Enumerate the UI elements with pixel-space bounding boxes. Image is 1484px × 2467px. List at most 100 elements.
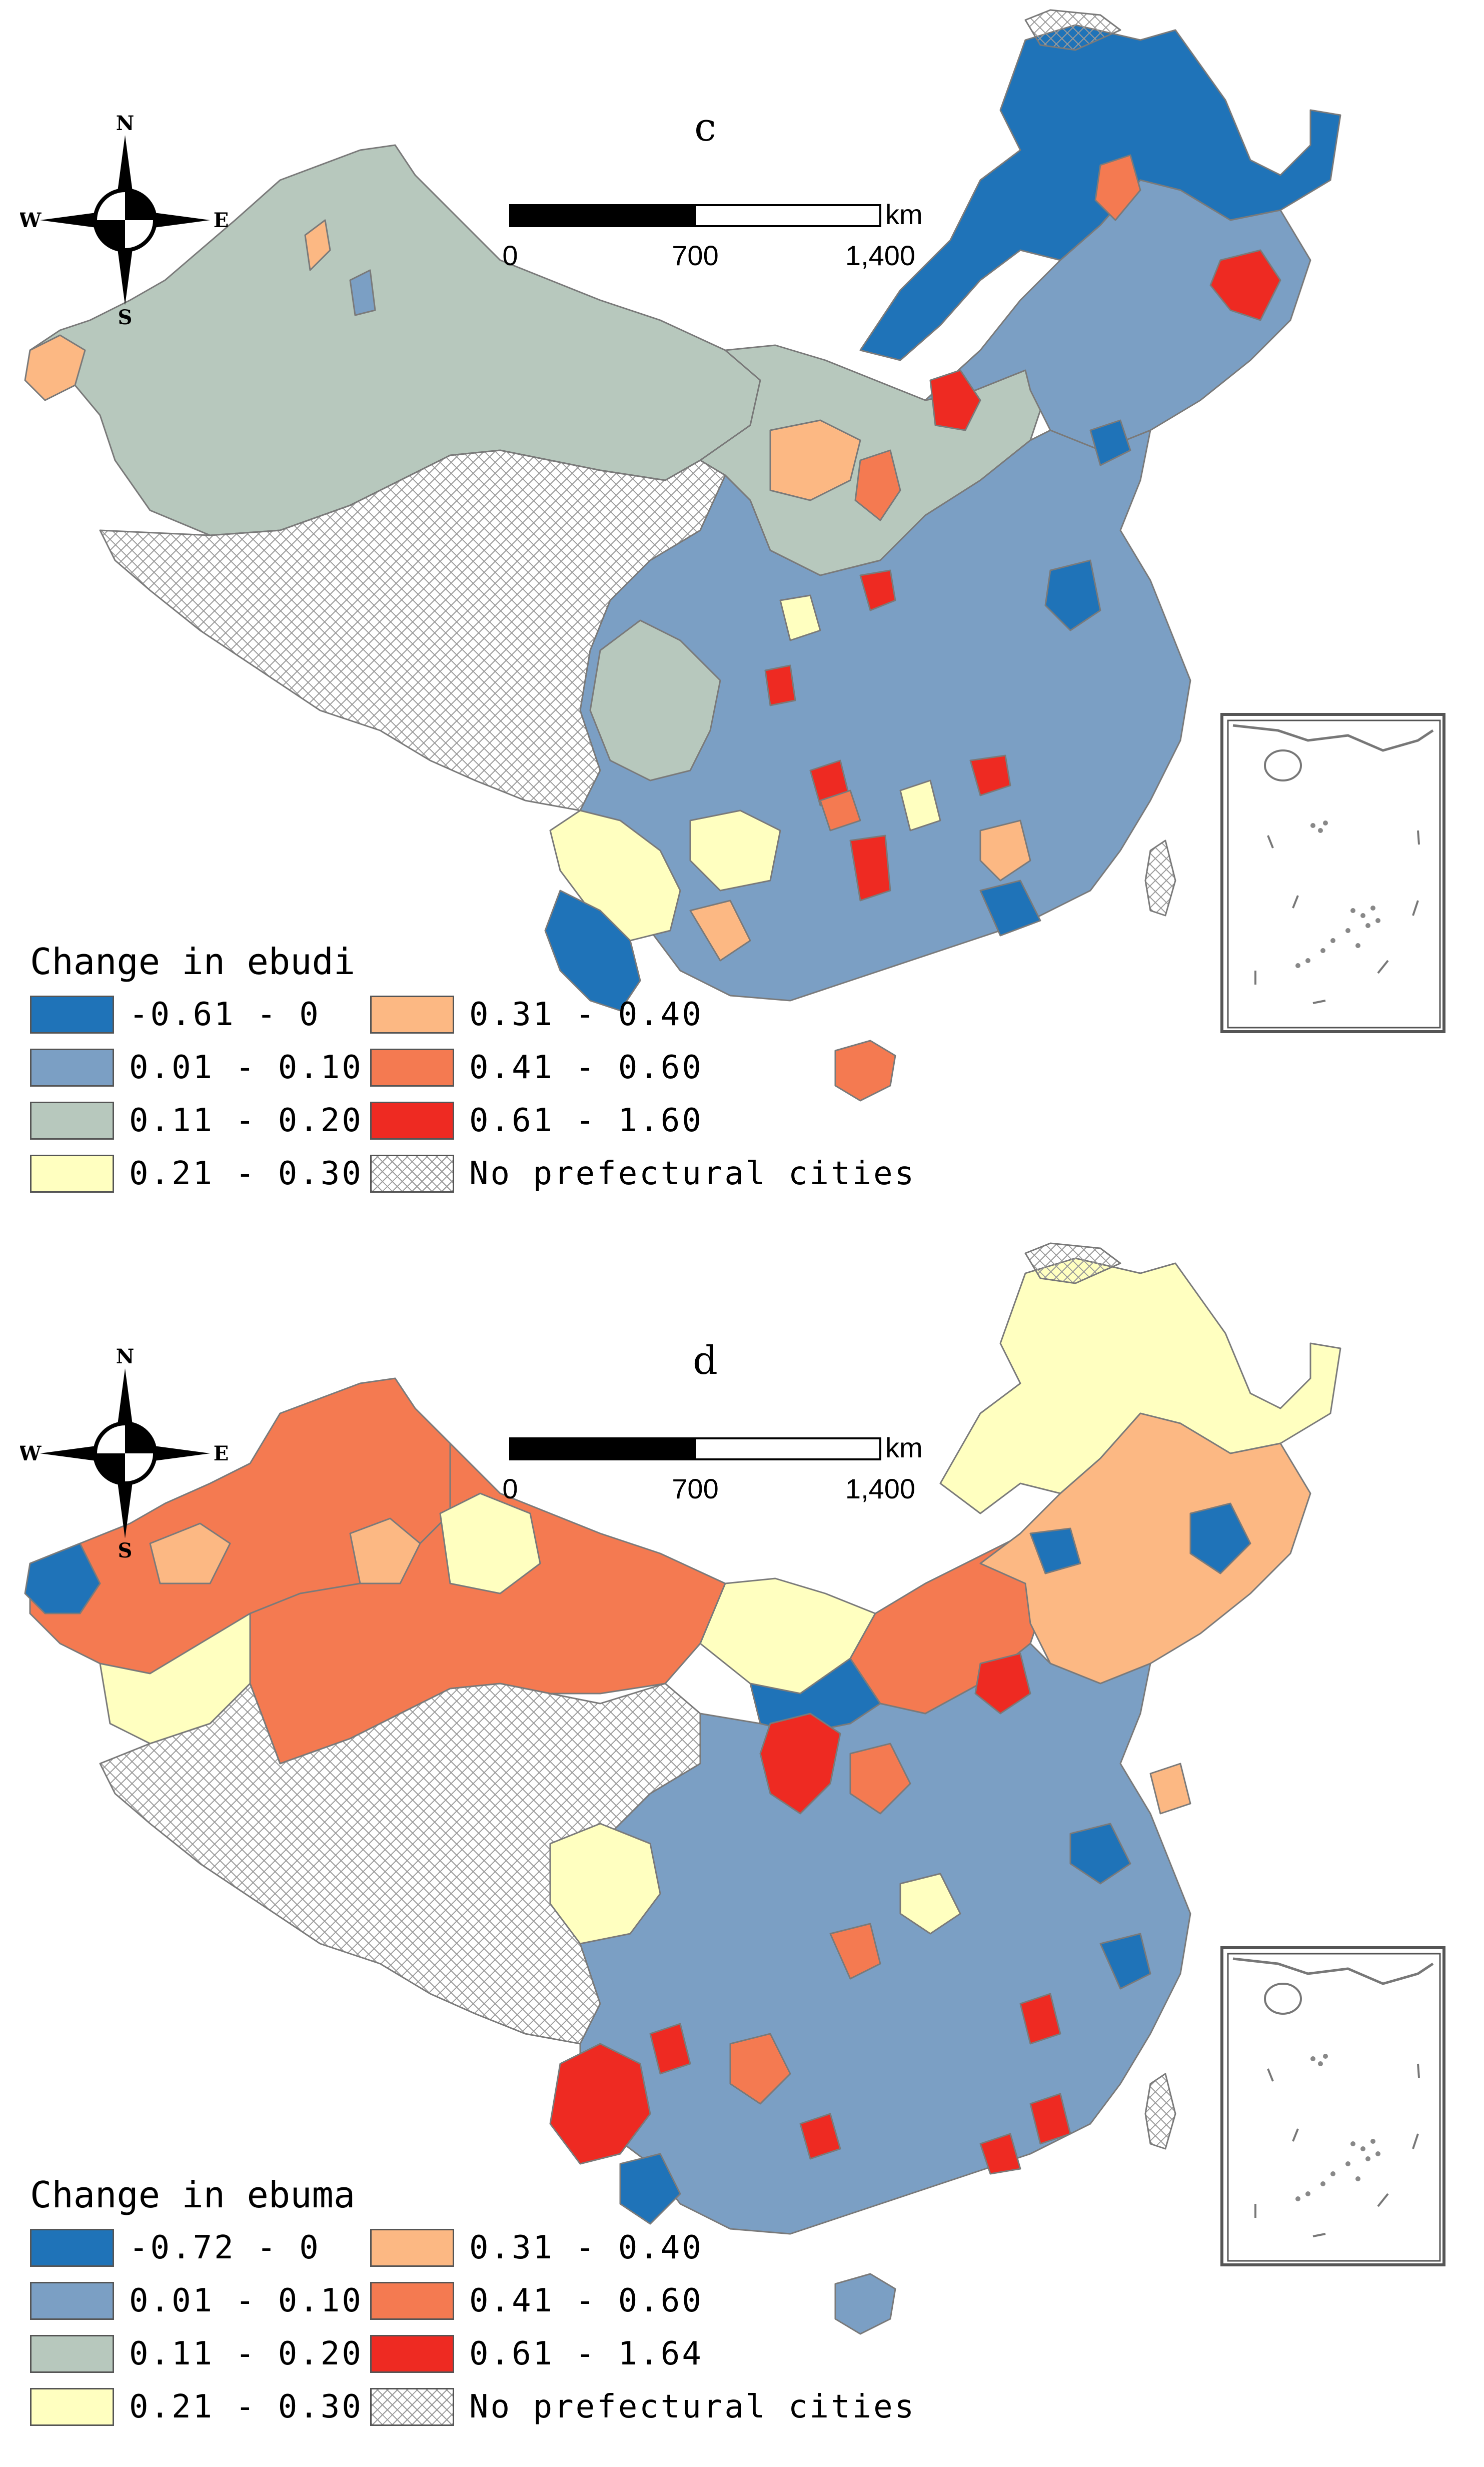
legend-swatch	[370, 2335, 454, 2373]
region-red-ordos	[759, 1713, 841, 1815]
legend-item: 0.61 - 1.60	[370, 1102, 920, 1140]
legend-item: 0.21 - 0.30	[30, 2388, 370, 2426]
map-panel-d: d N S W E km 0 700 1,400	[0, 1233, 1484, 2466]
legend-grid: -0.61 - 0 0.31 - 0.40 0.01 - 0.10 0.41 - 0.…	[30, 996, 920, 1193]
legend-swatch	[30, 1155, 114, 1193]
legend-label: -0.72 - 0	[129, 2229, 321, 2266]
region-north-cap	[1024, 9, 1121, 51]
panel-letter: c	[694, 105, 716, 150]
region-red-yunnan-2	[649, 2023, 691, 2075]
legend-label: No prefectural cities	[469, 1155, 916, 1192]
legend-label: 0.21 - 0.30	[129, 1155, 363, 1192]
region-yellow-central	[899, 1873, 961, 1935]
legend-title: Change in ebuma	[30, 2174, 356, 2216]
region-orange-guangxi	[689, 900, 751, 962]
legend-label: 0.41 - 0.60	[469, 2282, 703, 2319]
compass-e-label: E	[214, 1442, 229, 1465]
region-red-jiangxi	[1019, 1993, 1061, 2045]
region-red-shanxi	[859, 569, 896, 611]
compass-icon: N S W E	[20, 1348, 229, 1558]
legend-c: Change in ebudi -0.61 - 0 0.31 - 0.40 0.01…	[30, 941, 920, 1193]
region-heilongjiang-red	[1209, 249, 1281, 321]
region-blue-guangdong	[979, 880, 1041, 937]
scale-unit: km	[885, 1432, 923, 1463]
legend-swatch	[30, 2335, 114, 2373]
region-red-guangdong	[979, 2133, 1021, 2175]
region-northeast-mix	[979, 1412, 1311, 1685]
legend-label: 0.31 - 0.40	[469, 2229, 703, 2266]
compass-n-label: N	[116, 1348, 135, 1368]
panel-letter: d	[693, 1338, 718, 1383]
scale-tick-1: 700	[672, 1473, 718, 1504]
legend-item: 0.01 - 0.10	[30, 1049, 370, 1087]
region-orange-shanxi	[849, 1743, 911, 1815]
legend-item: 0.31 - 0.40	[370, 2229, 920, 2267]
legend-swatch	[30, 996, 114, 1034]
compass-w-label: W	[20, 209, 42, 232]
region-north-orange	[304, 219, 331, 271]
region-west-peach	[149, 1522, 231, 1584]
legend-label: 0.41 - 0.60	[469, 1049, 703, 1086]
region-yellow-sichuan	[549, 1823, 661, 1945]
region-red-shaanxi	[764, 664, 796, 706]
legend-item: 0.11 - 0.20	[30, 1102, 370, 1140]
region-orange-central	[829, 1923, 881, 1980]
map-panel-c: c N S W E km 0 700 1,400	[0, 0, 1484, 1233]
region-peach-east	[1149, 1763, 1191, 1815]
region-red-hunan	[799, 2113, 841, 2160]
legend-label: 0.21 - 0.30	[129, 2388, 363, 2425]
choropleth-map-d	[24, 1242, 1341, 2335]
legend-swatch	[370, 2282, 454, 2320]
legend-label: 0.61 - 1.64	[469, 2335, 703, 2372]
compass-s-label: S	[118, 306, 133, 325]
region-north-cap	[1024, 1242, 1121, 1284]
region-orange-3	[819, 789, 861, 832]
legend-swatch	[30, 2229, 114, 2267]
region-xinjiang-yellow	[439, 1492, 541, 1594]
region-blue-jiangsu	[1044, 559, 1101, 631]
scale-bar: km 0 700 1,400	[502, 199, 923, 271]
region-orange-guizhou	[729, 2033, 791, 2105]
region-xinjiang-blue	[24, 1542, 101, 1614]
south-china-sea-inset	[1220, 713, 1445, 1033]
region-taiwan	[1144, 840, 1176, 917]
legend-grid: -0.72 - 0 0.31 - 0.40 0.01 - 0.10 0.41 - 0.…	[30, 2229, 920, 2426]
region-blue-yunnan	[619, 2153, 681, 2225]
legend-d: Change in ebuma -0.72 - 0 0.31 - 0.40 0.01…	[30, 2174, 920, 2426]
legend-swatch	[370, 1155, 454, 1193]
scale-tick-0: 0	[502, 240, 518, 271]
legend-item: 0.21 - 0.30	[30, 1155, 370, 1193]
legend-swatch	[30, 1102, 114, 1140]
region-xinjiang-light	[349, 1517, 421, 1584]
legend-item: 0.61 - 1.64	[370, 2335, 920, 2373]
legend-label: 0.01 - 0.10	[129, 2282, 363, 2319]
south-china-sea-inset	[1220, 1946, 1445, 2266]
region-orange-ne	[1094, 154, 1141, 221]
compass-e-label: E	[214, 209, 229, 232]
legend-label: 0.31 - 0.40	[469, 996, 703, 1033]
region-orange-2	[854, 449, 901, 521]
region-orange-fujian	[979, 819, 1031, 882]
scale-tick-2: 1,400	[845, 240, 915, 271]
region-blue-zhejiang	[1099, 1933, 1151, 1990]
region-hainan	[834, 1040, 896, 1102]
region-yellow-2	[899, 779, 941, 832]
region-yellow-3	[779, 594, 821, 641]
choropleth-map-c	[24, 9, 1341, 1102]
legend-swatch	[30, 2388, 114, 2426]
legend-label: -0.61 - 0	[129, 996, 321, 1033]
region-red-yunnan	[549, 2043, 651, 2165]
region-hainan	[834, 2273, 896, 2335]
legend-label: 0.61 - 1.60	[469, 1102, 703, 1139]
region-red-fujian	[1029, 2093, 1071, 2145]
compass-s-label: S	[118, 1539, 133, 1558]
region-blue-liaoning	[1089, 419, 1131, 466]
region-red-hunan	[849, 835, 891, 902]
scale-unit: km	[885, 199, 923, 230]
scale-bar: km 0 700 1,400	[502, 1432, 923, 1504]
region-red-hubei	[969, 754, 1011, 796]
region-ne-blue-2	[1029, 1527, 1081, 1574]
legend-swatch	[370, 2388, 454, 2426]
legend-item: 0.01 - 0.10	[30, 2282, 370, 2320]
region-north-blue	[349, 269, 376, 316]
